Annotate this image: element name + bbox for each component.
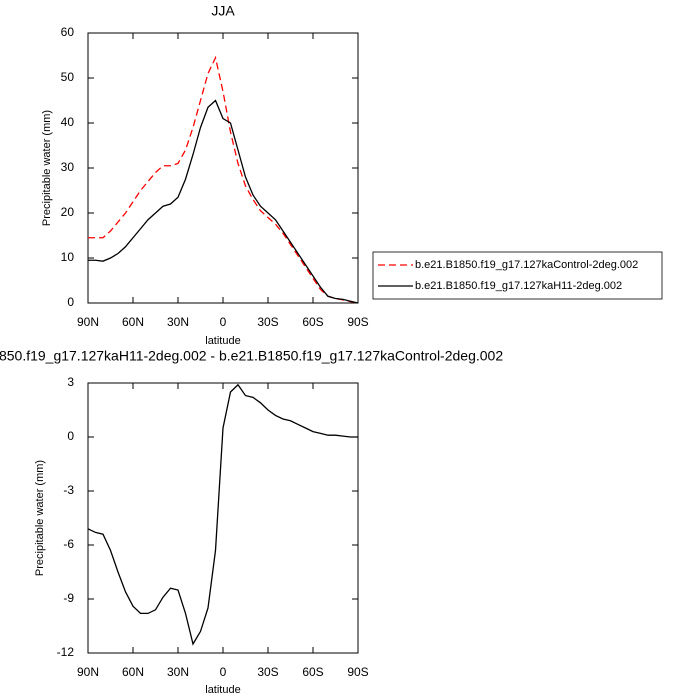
x-tick-label: 90N bbox=[77, 315, 99, 329]
y-tick-label: 20 bbox=[61, 205, 75, 219]
y-tick-label: 60 bbox=[61, 25, 75, 39]
plot-frame bbox=[87, 382, 359, 654]
legend-label: b.e21.B1850.f19_g17.127kaH11-2deg.002 bbox=[415, 280, 622, 292]
x-tick-label: 30S bbox=[257, 665, 278, 679]
y-tick-label: 40 bbox=[61, 115, 75, 129]
chart-title: b.e21.B1850.f19_g17.127kaH11-2deg.002 - … bbox=[0, 348, 503, 364]
x-tick-label: 90N bbox=[77, 665, 99, 679]
y-tick-label: 0 bbox=[67, 429, 74, 443]
x-axis-label: latitude bbox=[205, 684, 240, 696]
data-line bbox=[88, 99, 359, 304]
x-tick-label: 90S bbox=[347, 315, 368, 329]
y-tick-label: -6 bbox=[63, 537, 74, 551]
y-tick-label: 3 bbox=[67, 375, 74, 389]
y-tick-label: 50 bbox=[61, 70, 75, 84]
y-tick-label: -3 bbox=[63, 483, 74, 497]
legend-box bbox=[372, 251, 663, 300]
x-tick-label: 0 bbox=[220, 665, 227, 679]
x-tick-label: 60S bbox=[302, 665, 323, 679]
x-tick-label: 30S bbox=[257, 315, 278, 329]
x-tick-label: 30N bbox=[167, 315, 189, 329]
y-tick-label: 10 bbox=[61, 250, 75, 264]
y-tick-label: 30 bbox=[61, 160, 75, 174]
x-tick-label: 60N bbox=[122, 665, 144, 679]
y-tick-label: -9 bbox=[63, 591, 74, 605]
y-tick-label: -12 bbox=[57, 645, 75, 659]
x-axis-label: latitude bbox=[205, 335, 240, 347]
x-tick-label: 30N bbox=[167, 665, 189, 679]
x-tick-label: 60N bbox=[122, 315, 144, 329]
x-tick-label: 0 bbox=[220, 315, 227, 329]
data-line bbox=[88, 55, 359, 304]
plot-frame bbox=[87, 32, 359, 304]
x-tick-label: 90S bbox=[347, 665, 368, 679]
y-tick-label: 0 bbox=[67, 295, 74, 309]
y-axis-label: Precipitable water (mm) bbox=[34, 460, 46, 576]
chart-title: JJA bbox=[211, 3, 235, 19]
x-tick-label: 60S bbox=[302, 315, 323, 329]
y-axis-label: Precipitable water (mm) bbox=[41, 110, 53, 226]
data-line bbox=[87, 383, 358, 646]
legend-label: b.e21.B1850.f19_g17.127kaControl-2deg.00… bbox=[415, 259, 638, 271]
